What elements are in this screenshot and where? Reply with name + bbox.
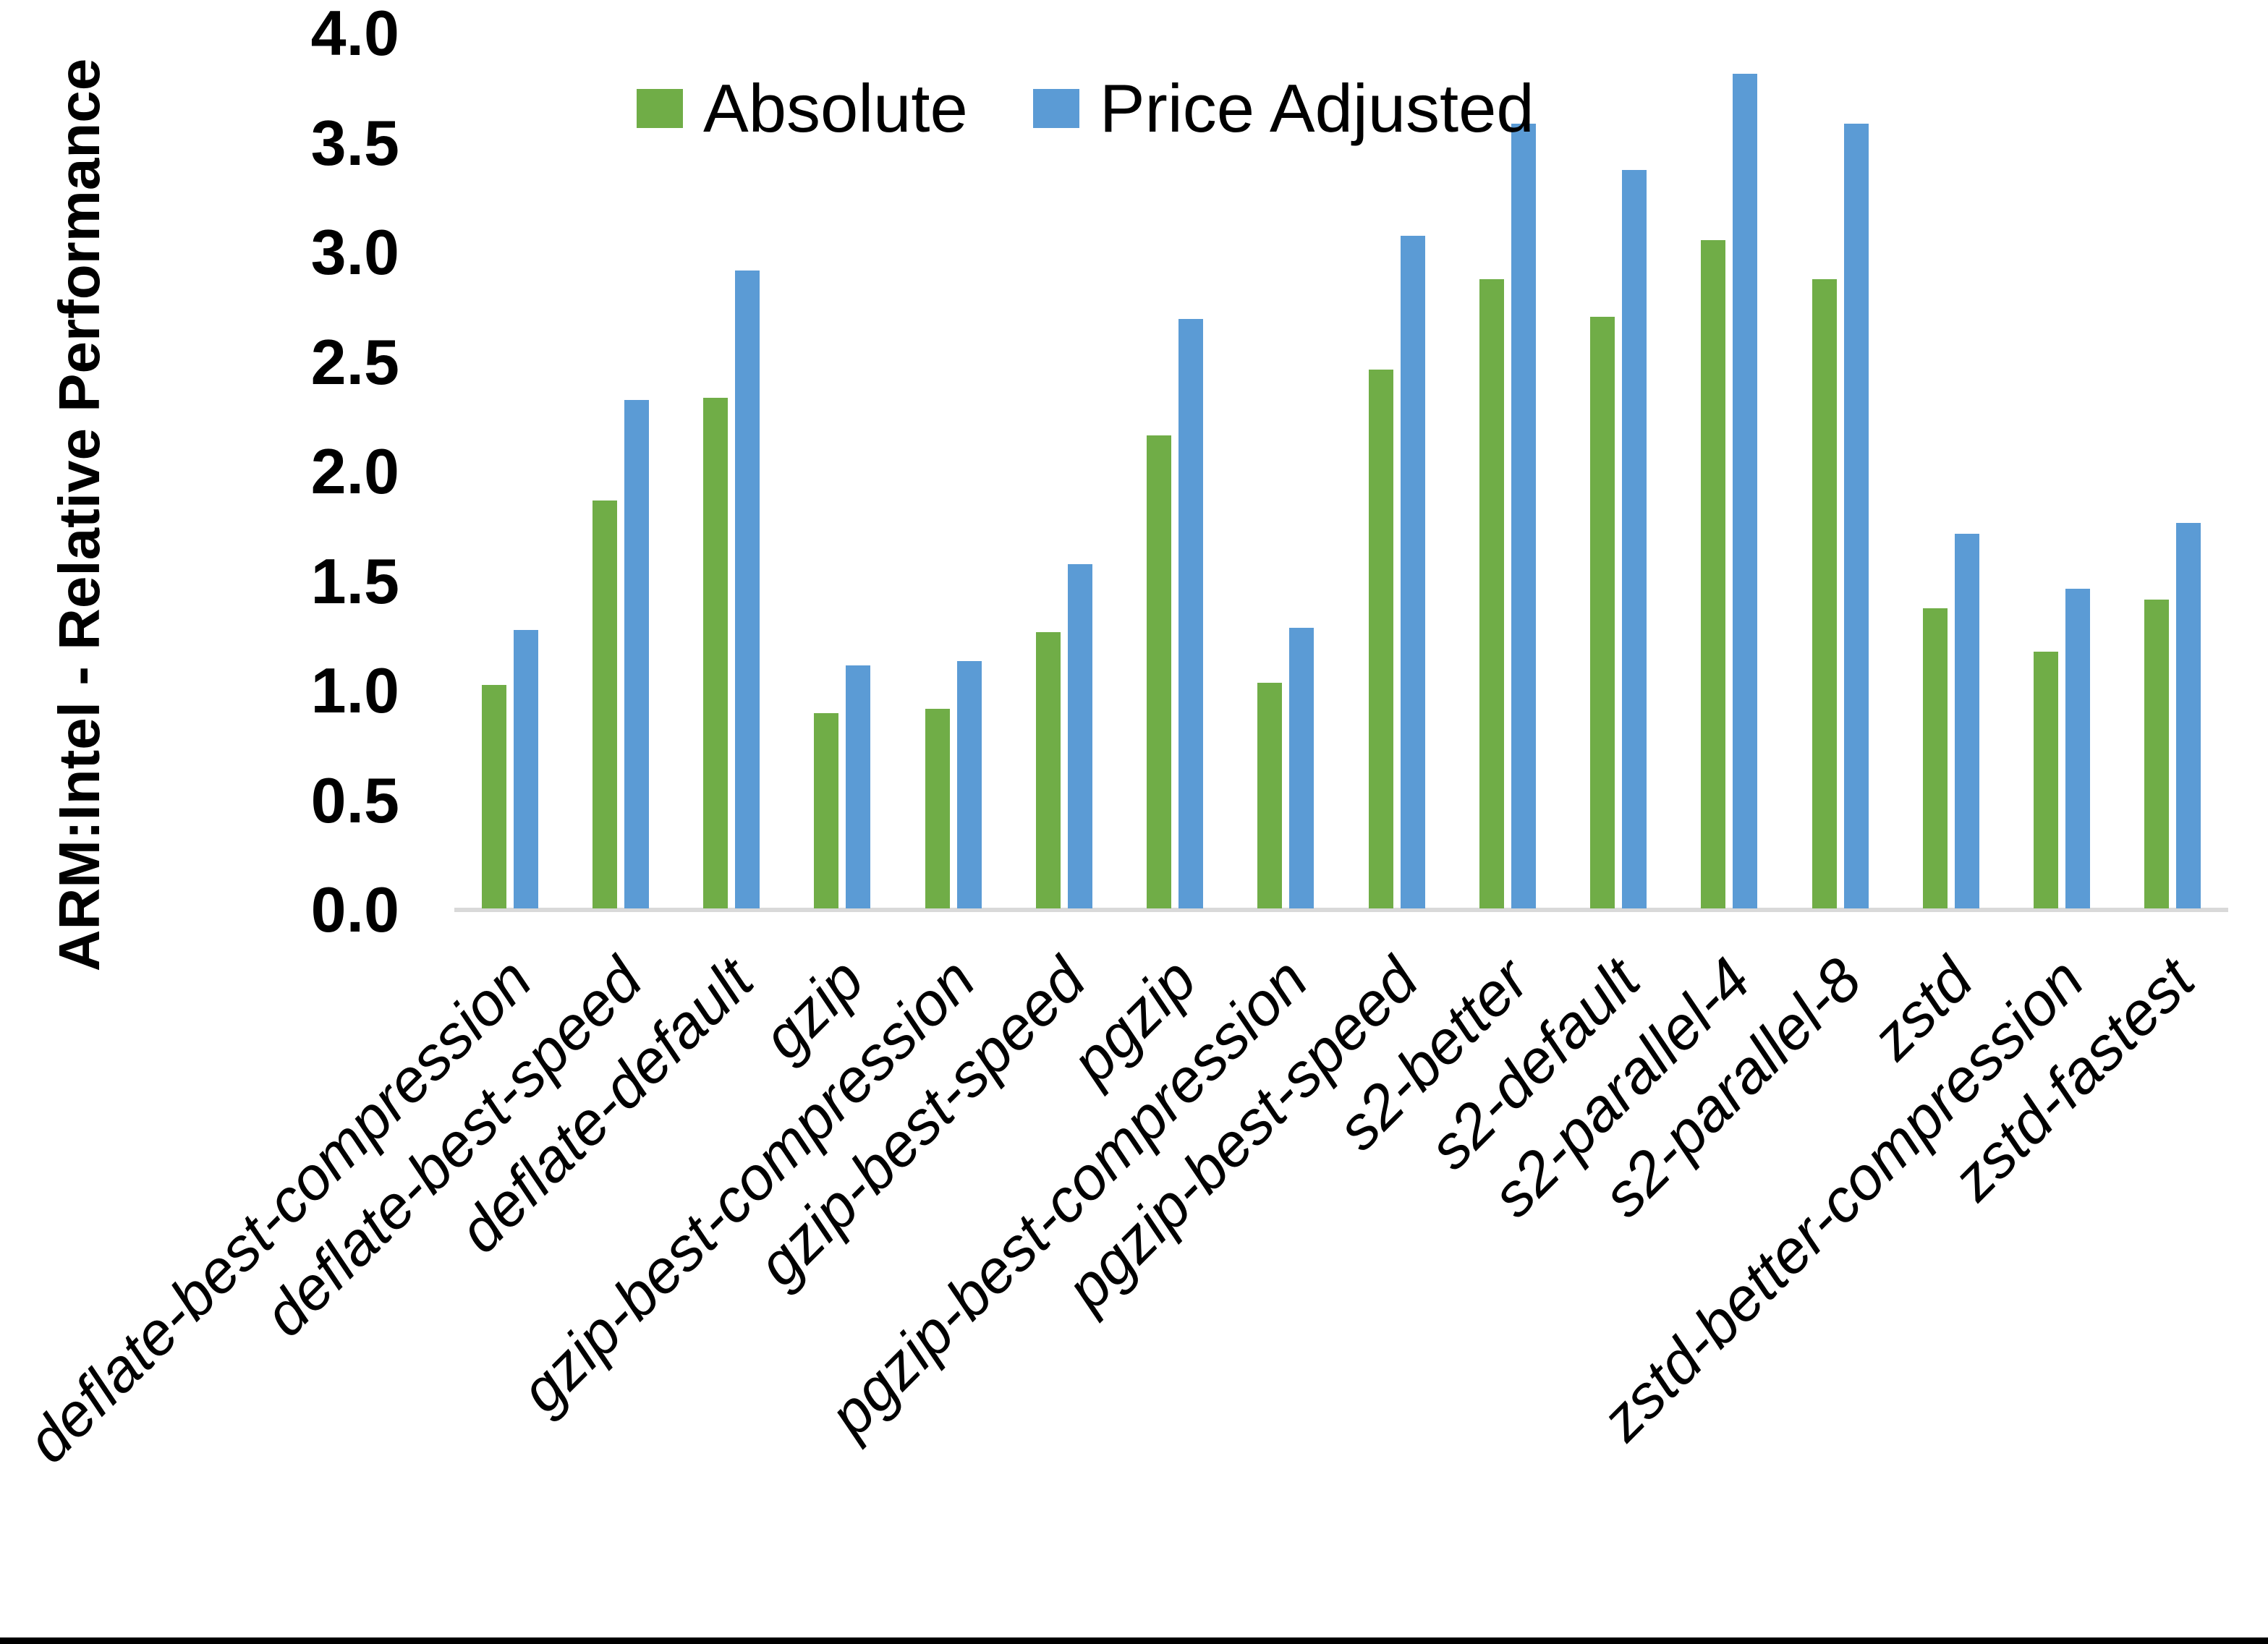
bar-absolute-s2-better: [1479, 279, 1504, 908]
bar-price-adjusted-pgzip-best-compression: [1289, 628, 1314, 908]
bar-absolute-s2-parallel-8: [1812, 279, 1837, 908]
legend-label-price-adjusted: Price Adjusted: [1099, 70, 1534, 146]
bar-price-adjusted-s2-parallel-8: [1844, 124, 1869, 908]
legend-swatch-price-adjusted: [1032, 89, 1079, 128]
bar-absolute-deflate-default: [703, 398, 728, 908]
bar-price-adjusted-deflate-best-compression: [514, 630, 538, 908]
y-tick-label-2.0: 2.0: [310, 435, 399, 507]
legend-item-price-adjusted: Price Adjusted: [1032, 70, 1534, 146]
bar-absolute-zstd: [1923, 608, 1948, 908]
bar-price-adjusted-s2-better: [1511, 124, 1536, 908]
bar-price-adjusted-s2-default: [1622, 170, 1647, 908]
bar-absolute-pgzip-best-compression: [1257, 683, 1282, 908]
bottom-border: [0, 1637, 2268, 1644]
bar-absolute-deflate-best-speed: [593, 501, 617, 908]
y-tick-label-1.5: 1.5: [310, 545, 399, 617]
bar-absolute-pgzip: [1147, 435, 1171, 908]
bar-absolute-pgzip-best-speed: [1369, 370, 1393, 908]
legend: Absolute Price Adjusted: [637, 72, 1534, 145]
bar-price-adjusted-pgzip: [1178, 319, 1203, 908]
bar-absolute-zstd-fastest: [2144, 600, 2169, 908]
y-tick-label-0.5: 0.5: [310, 764, 399, 836]
y-tick-label-3.5: 3.5: [310, 106, 399, 179]
bar-price-adjusted-deflate-best-speed: [624, 400, 649, 908]
bar-absolute-s2-default: [1590, 317, 1615, 908]
bar-absolute-gzip-best-speed: [1036, 632, 1061, 908]
bar-price-adjusted-gzip: [846, 665, 870, 908]
bar-price-adjusted-zstd-better-compression: [2065, 589, 2090, 908]
bar-price-adjusted-pgzip-best-speed: [1401, 236, 1425, 908]
bar-price-adjusted-gzip-best-compression: [957, 661, 982, 908]
legend-swatch-absolute: [637, 89, 683, 128]
bar-price-adjusted-zstd: [1955, 534, 1979, 908]
y-tick-label-0.0: 0.0: [310, 874, 399, 945]
y-tick-label-2.5: 2.5: [310, 325, 399, 398]
bar-absolute-gzip: [814, 713, 838, 908]
y-tick-label-1.0: 1.0: [310, 655, 399, 726]
bar-absolute-s2-parallel-4: [1701, 240, 1725, 908]
x-axis-line: [454, 908, 2228, 912]
y-tick-label-4.0: 4.0: [310, 0, 399, 69]
bar-price-adjusted-gzip-best-speed: [1068, 564, 1092, 908]
y-axis-title: ARM:Intel - Relative Performance: [47, 58, 111, 972]
bar-price-adjusted-zstd-fastest: [2176, 523, 2201, 908]
bar-absolute-zstd-better-compression: [2034, 652, 2058, 908]
bar-absolute-deflate-best-compression: [482, 685, 506, 908]
legend-item-absolute: Absolute: [637, 72, 968, 145]
y-tick-label-3.0: 3.0: [310, 216, 399, 288]
bar-absolute-gzip-best-compression: [925, 709, 950, 908]
bar-price-adjusted-deflate-default: [735, 271, 760, 908]
bar-price-adjusted-s2-parallel-4: [1733, 74, 1757, 908]
legend-label-absolute: Absolute: [703, 70, 968, 146]
